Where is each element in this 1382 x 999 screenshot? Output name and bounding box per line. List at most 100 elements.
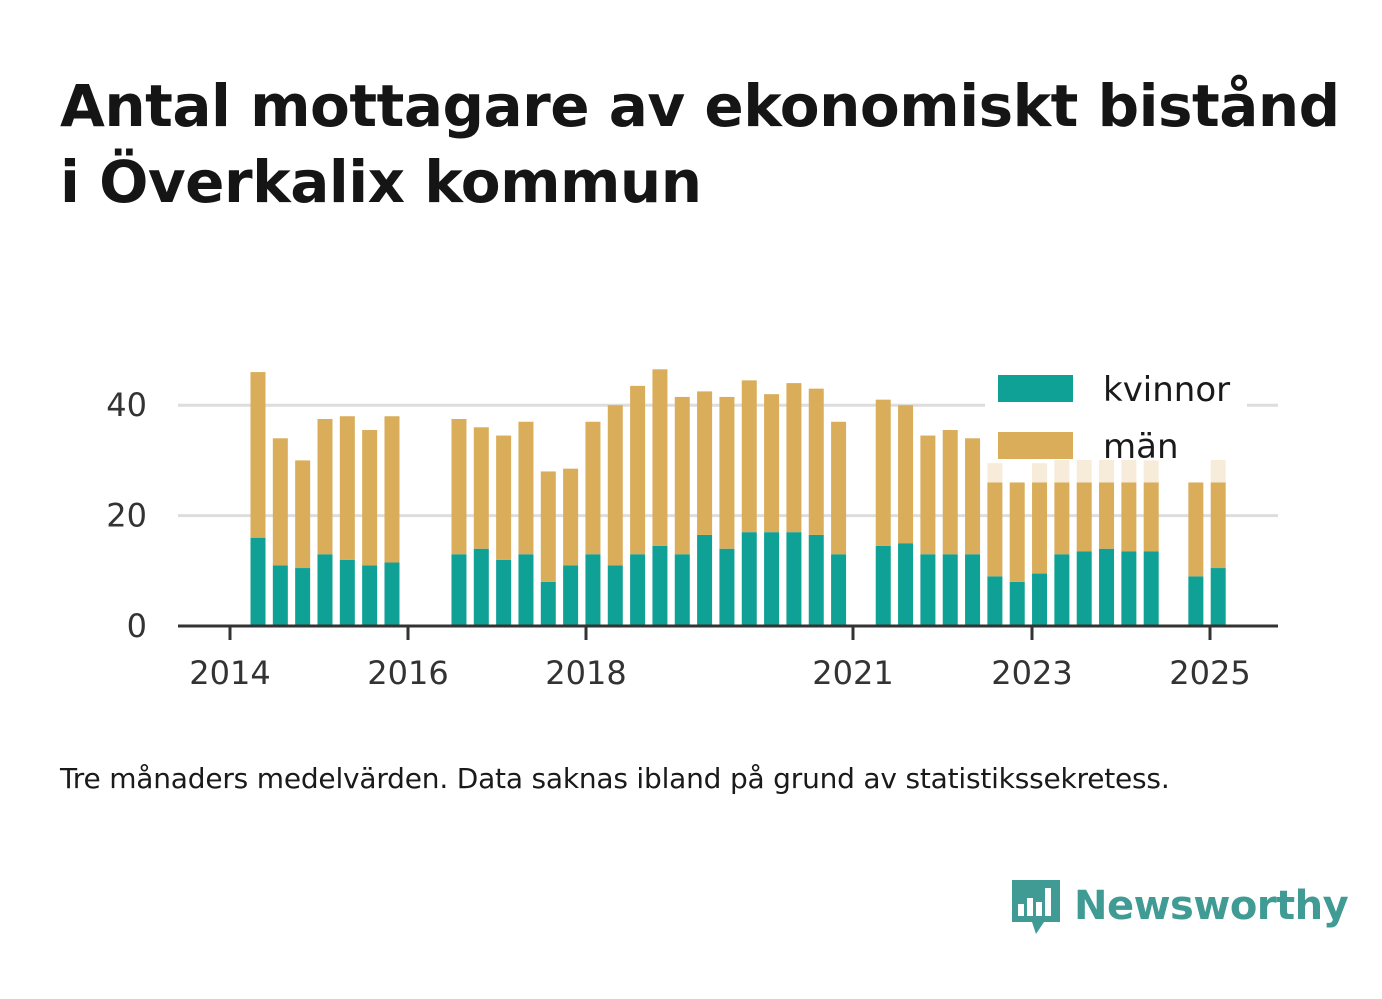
- legend-swatch-kvinnor: [998, 375, 1073, 402]
- bar-segment-kvinnor: [697, 534, 713, 626]
- bar-segment-man: [808, 388, 824, 535]
- bar-segment-man: [1032, 482, 1048, 574]
- bar-segment-man: [563, 468, 579, 566]
- bar-segment-man: [1121, 482, 1137, 552]
- bar-segment-man: [540, 471, 556, 582]
- bar-segment-kvinnor: [272, 565, 288, 626]
- bar-segment-man: [362, 430, 378, 566]
- bar-segment-man: [451, 419, 467, 555]
- bar-segment-kvinnor: [1076, 551, 1092, 626]
- chart-title: Antal mottagare av ekonomiskt bistånd i …: [60, 72, 1340, 216]
- bar-chart-speech-bubble-icon: [1012, 880, 1060, 934]
- bar-segment-kvinnor: [652, 545, 668, 626]
- bar-segment-kvinnor: [1143, 551, 1159, 626]
- bar-segment-kvinnor: [473, 548, 489, 626]
- bar-segment-kvinnor: [741, 532, 757, 626]
- bar-segment-man: [987, 482, 1003, 577]
- bar-segment-kvinnor: [674, 554, 690, 626]
- bar-segment-man: [942, 430, 958, 555]
- bar-segment-man-estimated: [1143, 460, 1159, 483]
- x-tick-label: 2014: [189, 654, 270, 692]
- bar-segment-kvinnor: [1099, 548, 1115, 626]
- bar-segment-man: [585, 421, 601, 555]
- x-tick-label: 2016: [367, 654, 448, 692]
- bar-segment-kvinnor: [250, 537, 266, 626]
- bar-segment-kvinnor: [496, 559, 512, 626]
- bar-segment-kvinnor: [295, 568, 311, 626]
- bar-segment-kvinnor: [339, 559, 355, 626]
- bar-segment-man: [630, 385, 646, 555]
- bar-segment-man: [1143, 482, 1159, 552]
- bar-segment-man: [786, 383, 802, 533]
- bar-segment-man: [317, 419, 333, 555]
- bar-segment-man-estimated: [987, 463, 1003, 483]
- bar-segment-man: [1054, 482, 1070, 555]
- bar-segment-kvinnor: [1121, 551, 1137, 626]
- bar-segment-man-estimated: [1210, 454, 1226, 483]
- y-tick-label: 20: [106, 497, 147, 535]
- y-tick-label: 0: [127, 607, 147, 645]
- bar-segment-kvinnor: [875, 545, 891, 626]
- bar-segment-kvinnor: [965, 554, 981, 626]
- bar-segment-man: [697, 391, 713, 535]
- bar-segment-man: [1076, 482, 1092, 552]
- bar-segment-kvinnor: [786, 532, 802, 626]
- bar-segment-kvinnor: [1032, 573, 1048, 626]
- bar-segment-kvinnor: [607, 565, 623, 626]
- bar-segment-man: [272, 438, 288, 566]
- legend-label-kvinnor: kvinnor: [1103, 370, 1230, 410]
- bar-segment-man: [1009, 482, 1025, 582]
- newsworthy-logo[interactable]: Newsworthy: [1010, 876, 1349, 936]
- axes: 0 20 40 2014 2016 2018 2021 2023 2025: [106, 386, 1278, 692]
- bar-segment-man: [764, 394, 780, 533]
- bar-segment-kvinnor: [585, 554, 601, 626]
- bar-segment-man: [518, 421, 534, 555]
- bar-segment-kvinnor: [808, 534, 824, 626]
- bar-segment-kvinnor: [1210, 568, 1226, 626]
- legend-label-man: män: [1103, 427, 1179, 467]
- bar-segment-man: [719, 396, 735, 549]
- bar-segment-kvinnor: [942, 554, 958, 626]
- bar-segment-man: [1099, 482, 1115, 549]
- y-tick-label: 40: [106, 386, 147, 424]
- bar-segment-kvinnor: [898, 543, 914, 626]
- bar-segment-man: [652, 369, 668, 546]
- bar-segment-kvinnor: [362, 565, 378, 626]
- bar-segment-kvinnor: [831, 554, 847, 626]
- bar-segment-man-estimated: [1032, 463, 1048, 483]
- bar-segment-kvinnor: [384, 562, 400, 626]
- bar-segment-kvinnor: [1054, 554, 1070, 626]
- bar-segment-kvinnor: [451, 554, 467, 626]
- bars: [250, 369, 1226, 626]
- x-tick-label: 2021: [812, 654, 893, 692]
- bar-segment-man: [920, 435, 936, 555]
- bar-segment-man: [496, 435, 512, 560]
- bar-segment-kvinnor: [317, 554, 333, 626]
- bar-segment-man: [965, 438, 981, 555]
- bar-segment-kvinnor: [920, 554, 936, 626]
- bar-segment-man: [250, 372, 266, 538]
- bar-segment-man: [384, 416, 400, 563]
- brand-name: Newsworthy: [1074, 883, 1349, 929]
- bar-segment-kvinnor: [987, 576, 1003, 626]
- x-tick-label: 2025: [1169, 654, 1250, 692]
- bar-segment-man: [339, 416, 355, 560]
- bar-segment-man: [1210, 482, 1226, 569]
- bar-segment-kvinnor: [1188, 576, 1204, 626]
- bar-segment-kvinnor: [540, 581, 556, 626]
- stacked-bar-chart: 0 20 40 2014 2016 2018 2021 2023 2025 kvinnor mä…: [106, 369, 1278, 692]
- bar-segment-kvinnor: [630, 554, 646, 626]
- bar-segment-kvinnor: [563, 565, 579, 626]
- bar-segment-kvinnor: [764, 532, 780, 626]
- bar-segment-man: [473, 427, 489, 549]
- x-tick-label: 2023: [991, 654, 1072, 692]
- bar-segment-man: [741, 380, 757, 533]
- bar-segment-kvinnor: [1009, 581, 1025, 626]
- bar-segment-man-estimated: [1121, 457, 1137, 483]
- bar-segment-kvinnor: [518, 554, 534, 626]
- bar-segment-kvinnor: [719, 548, 735, 626]
- legend-swatch-man: [998, 432, 1073, 459]
- bar-segment-man: [875, 399, 891, 546]
- x-tick-label: 2018: [545, 654, 626, 692]
- bar-segment-man: [1188, 482, 1204, 577]
